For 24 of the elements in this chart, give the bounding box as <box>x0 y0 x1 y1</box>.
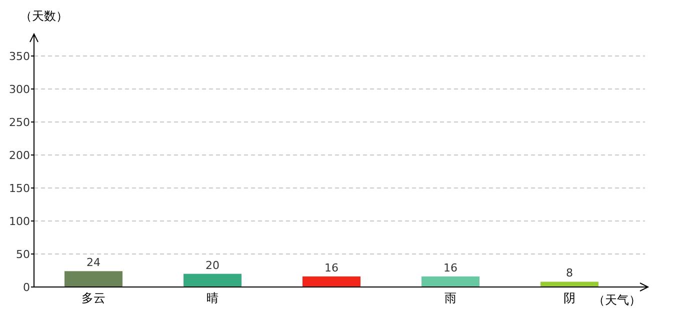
x-tick-label: 阴 <box>564 291 576 305</box>
y-tick-label: 50 <box>16 248 30 261</box>
data-label: 16 <box>444 261 458 274</box>
y-tick-label: 0 <box>23 281 30 294</box>
data-label: 24 <box>86 256 100 270</box>
y-axis-title: （天数） <box>20 9 68 23</box>
bar <box>64 271 122 287</box>
y-tick-label: 350 <box>9 50 30 63</box>
data-label: 20 <box>206 258 220 272</box>
y-tick-label: 150 <box>9 182 30 195</box>
x-tick-label: 多云 <box>82 291 106 305</box>
x-tick-label: 雨 <box>444 291 456 305</box>
x-axis-title: （天气） <box>593 293 641 307</box>
y-tick-label: 250 <box>9 116 30 129</box>
y-tick-label: 100 <box>9 215 30 228</box>
y-tick-label: 300 <box>9 83 30 96</box>
bar <box>540 282 598 287</box>
y-tick-label: 200 <box>9 149 30 162</box>
bar <box>422 276 480 287</box>
bar <box>184 274 242 287</box>
data-label: 16 <box>324 261 338 274</box>
bar <box>302 276 360 287</box>
data-label: 8 <box>566 266 573 280</box>
x-tick-label: 晴 <box>206 291 218 305</box>
